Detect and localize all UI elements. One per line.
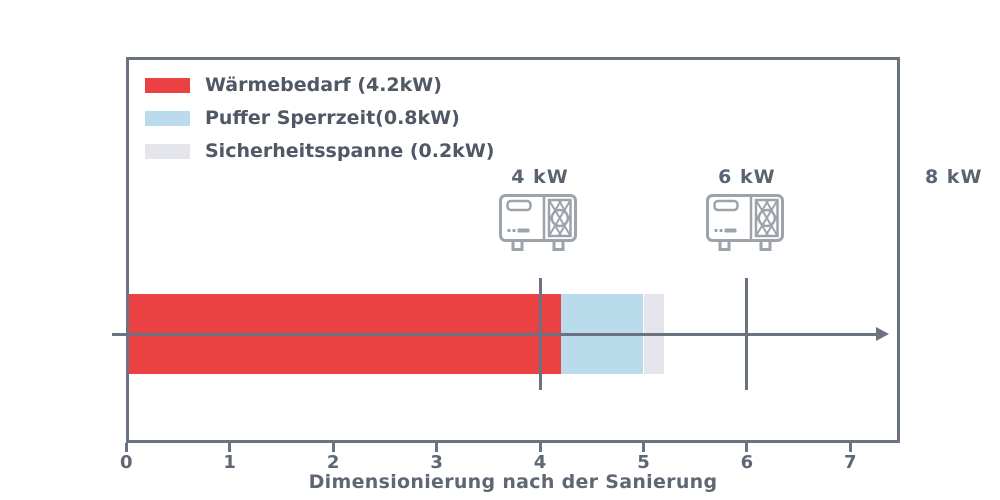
- y-axis-tick-mark: [112, 333, 126, 336]
- x-tick-mark-0: [124, 443, 128, 452]
- heat-pump-icon-wrap-4kw: [499, 194, 581, 252]
- x-axis-title: Dimensionierung nach der Sanierung: [308, 471, 718, 493]
- marker-label-4kw: 4 kW: [511, 166, 569, 188]
- x-axis-arrow-line: [126, 333, 878, 336]
- x-axis-arrowhead-icon: [876, 327, 889, 341]
- marker-line-6kw: [745, 278, 749, 390]
- legend-swatch-puffer-sperrzeit: [145, 111, 190, 126]
- x-tick-mark-4: [538, 443, 542, 452]
- x-tick-mark-2: [331, 443, 335, 452]
- x-tick-label-2: 2: [326, 452, 340, 473]
- x-tick-mark-5: [642, 443, 645, 452]
- legend-label-waermebedarf: Wärmebedarf (4.2kW): [205, 74, 442, 96]
- legend-item-waermebedarf: Wärmebedarf (4.2kW): [145, 76, 494, 95]
- x-tick-mark-7: [848, 443, 852, 452]
- legend-label-sicherheitsspanne: Sicherheitsspanne (0.2kW): [205, 140, 495, 162]
- legend-item-puffer-sperrzeit: Puffer Sperrzeit(0.8kW): [145, 109, 494, 128]
- x-tick-label-4: 4: [533, 452, 547, 473]
- x-tick-label-1: 1: [223, 452, 236, 473]
- x-tick-label-6: 6: [740, 452, 754, 473]
- legend-label-puffer-sperrzeit: Puffer Sperrzeit(0.8kW): [205, 107, 460, 129]
- heat-pump-icon-wrap-6kw: [705, 194, 788, 252]
- x-tick-label-3: 3: [430, 452, 443, 473]
- legend-swatch-waermebedarf: [145, 78, 190, 93]
- x-tick-mark-1: [228, 443, 232, 452]
- heat-pump-icon: [499, 194, 577, 251]
- marker-line-4kw: [538, 278, 542, 390]
- legend-item-sicherheitsspanne: Sicherheitsspanne (0.2kW): [145, 142, 494, 161]
- x-tick-mark-3: [435, 443, 439, 452]
- x-tick-label-7: 7: [844, 452, 857, 473]
- heat-pump-icon: [705, 194, 784, 251]
- x-tick-label-0: 0: [120, 452, 133, 473]
- x-tick-label-5: 5: [637, 452, 650, 473]
- x-tick-mark-6: [745, 443, 749, 452]
- marker-label-6kw: 6 kW: [718, 166, 776, 188]
- legend: Wärmebedarf (4.2kW) Puffer Sperrzeit(0.8…: [145, 76, 494, 175]
- marker-label-8kw: 8 kW: [924, 166, 983, 188]
- legend-swatch-sicherheitsspanne: [145, 144, 190, 159]
